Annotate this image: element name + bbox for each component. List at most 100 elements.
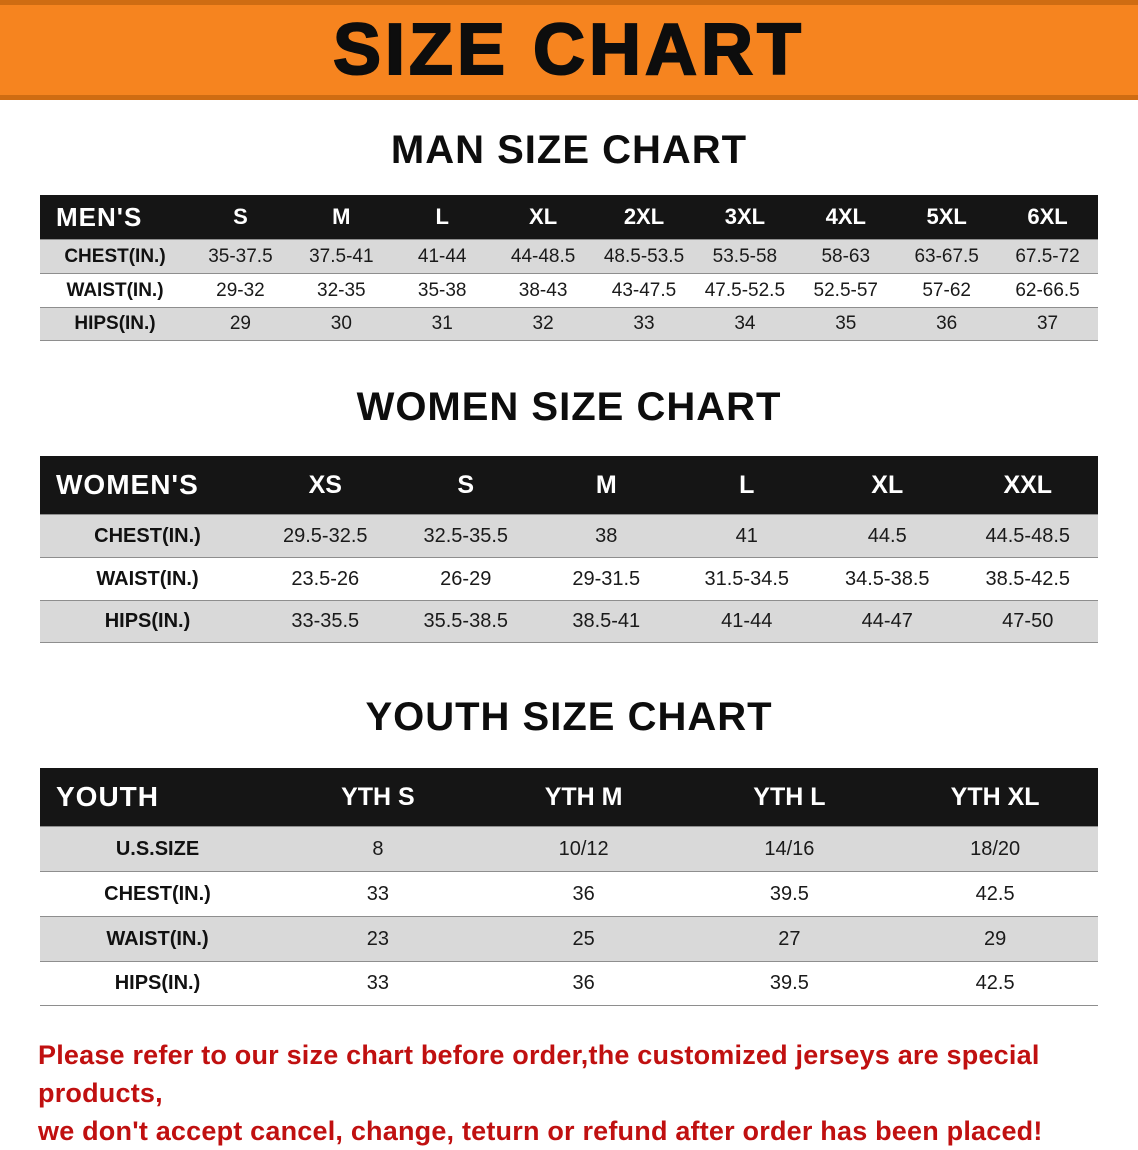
size-value: 35.5-38.5 (423, 610, 508, 632)
size-value: 58-63 (821, 245, 871, 267)
size-value: 41-44 (721, 610, 773, 632)
row-label: CHEST(IN.) (64, 245, 166, 267)
table-row: U.S.SIZE 8 10/12 14/16 18/20 (40, 826, 1098, 871)
column-header: YTH M (544, 782, 623, 811)
size-value: 63-67.5 (914, 245, 979, 267)
size-value: 44-47 (861, 610, 913, 632)
size-value: 42.5 (975, 972, 1015, 994)
column-header: L (739, 470, 755, 499)
size-value: 35 (835, 313, 857, 334)
size-value: 47-50 (1002, 610, 1054, 632)
column-header: YTH L (753, 782, 826, 811)
table-header-row: MEN'S S M L XL 2XL 3XL 4XL 5XL 6XL (40, 195, 1098, 239)
size-value: 32.5-35.5 (423, 524, 508, 547)
size-value: 29 (229, 313, 251, 334)
size-value: 38.5-42.5 (985, 567, 1070, 590)
size-value: 48.5-53.5 (603, 245, 685, 267)
size-value: 33 (633, 313, 655, 334)
size-value: 33 (366, 972, 389, 994)
table-row: WAIST(IN.) 23 25 27 29 (40, 916, 1098, 961)
column-header: L (435, 204, 449, 229)
size-value: 26-29 (440, 567, 492, 590)
size-value: 38 (595, 524, 618, 547)
size-value: 23 (366, 927, 389, 950)
table-row: CHEST(IN.) 35-37.5 37.5-41 41-44 44-48.5 48.5… (40, 239, 1098, 273)
size-value: 33 (366, 882, 389, 905)
row-label: WAIST(IN.) (96, 567, 199, 590)
size-value: 32-35 (317, 279, 366, 301)
size-value: 41-44 (417, 245, 467, 267)
row-label: HIPS(IN.) (74, 313, 156, 334)
size-value: 32 (532, 313, 554, 334)
row-label: CHEST(IN.) (104, 882, 211, 905)
size-chart-banner-title: SIZE CHART (332, 9, 805, 91)
size-value: 36 (936, 313, 958, 334)
column-header: 4XL (825, 204, 866, 229)
size-value: 18/20 (970, 837, 1021, 860)
size-value: 67.5-72 (1015, 245, 1080, 267)
table-row: WAIST(IN.) 23.5-26 26-29 29-31.5 31.5-34.5 34… (40, 557, 1098, 600)
size-value: 8 (372, 837, 384, 860)
footer-disclaimer-line2: we don't accept cancel, change, teturn o… (38, 1116, 1043, 1146)
man-size-chart-title: MAN SIZE CHART (390, 128, 748, 172)
row-label: HIPS(IN.) (114, 972, 201, 994)
size-value: 52.5-57 (813, 279, 878, 301)
column-header: 2XL (623, 204, 665, 229)
size-value: 27 (778, 927, 801, 950)
column-header: 6XL (1027, 204, 1068, 229)
table-row: HIPS(IN.) 33-35.5 35.5-38.5 38.5-41 41-44 44-… (40, 600, 1098, 643)
size-value: 62-66.5 (1015, 279, 1080, 301)
size-value: 23.5-26 (291, 567, 360, 590)
size-value: 25 (572, 927, 595, 950)
size-value: 36 (572, 972, 595, 994)
table-row: CHEST(IN.) 33 36 39.5 42.5 (40, 871, 1098, 916)
size-value: 29-31.5 (572, 567, 641, 590)
youth-size-chart-title: YOUTH SIZE CHART (365, 695, 773, 739)
table-header-row: WOMEN'S XS S M L XL XXL (40, 456, 1098, 514)
size-value: 30 (330, 313, 352, 334)
column-header: S (233, 204, 248, 229)
size-value: 29.5-32.5 (282, 524, 368, 547)
size-value: 34 (734, 313, 756, 334)
column-header: XXL (1003, 470, 1053, 499)
size-chart-banner: SIZE CHART (0, 0, 1138, 100)
table-row: HIPS(IN.) 33 36 39.5 42.5 (40, 961, 1098, 1006)
row-label: WAIST(IN.) (106, 927, 209, 950)
size-value: 29-32 (216, 279, 265, 301)
table-row: WAIST(IN.) 29-32 32-35 35-38 38-43 43-47.5 47.… (40, 273, 1098, 307)
row-label: WAIST(IN.) (66, 279, 164, 301)
column-header: 5XL (926, 204, 967, 229)
size-value: 29 (984, 927, 1007, 950)
size-value: 44.5 (867, 524, 907, 547)
column-header: S (457, 470, 475, 499)
row-label: U.S.SIZE (115, 837, 200, 860)
table-header-row: YOUTH YTH S YTH M YTH L YTH XL (40, 768, 1098, 826)
size-value: 39.5 (769, 972, 809, 994)
size-value: 38.5-41 (572, 610, 641, 632)
size-value: 53.5-58 (712, 245, 778, 267)
footer-disclaimer-line1: Please refer to our size chart before or… (38, 1040, 1040, 1108)
size-value: 43-47.5 (611, 279, 677, 301)
size-value: 33-35.5 (291, 610, 360, 632)
size-value: 42.5 (975, 882, 1015, 905)
table-row: HIPS(IN.) 29 30 31 32 33 34 35 36 37 (40, 307, 1098, 341)
size-value: 14/16 (764, 837, 815, 860)
column-header: YTH S (341, 782, 415, 811)
column-header: XL (871, 470, 904, 499)
size-value: 57-62 (922, 279, 971, 301)
column-header: YTH XL (950, 782, 1040, 811)
size-value: 36 (572, 882, 595, 905)
column-header: XL (529, 204, 558, 229)
size-value: 39.5 (769, 882, 809, 905)
table-row: CHEST(IN.) 29.5-32.5 32.5-35.5 38 41 44.5 44.5… (40, 514, 1098, 557)
size-value: 35-37.5 (208, 245, 273, 267)
women-size-table: WOMEN'S XS S M L XL XXL CHEST(IN.) 29.5-32.5 32.5… (40, 456, 1098, 643)
women-size-chart-title: WOMEN SIZE CHART (356, 385, 782, 429)
table-corner-label: MEN'S (56, 201, 143, 232)
size-value: 47.5-52.5 (704, 279, 786, 301)
column-header: M (332, 204, 351, 229)
table-corner-label: YOUTH (56, 781, 159, 812)
men-size-table: MEN'S S M L XL 2XL 3XL 4XL 5XL 6XL CHEST(IN.) 35-37… (40, 195, 1098, 341)
size-value: 44.5-48.5 (985, 524, 1070, 547)
row-label: CHEST(IN.) (94, 524, 201, 547)
